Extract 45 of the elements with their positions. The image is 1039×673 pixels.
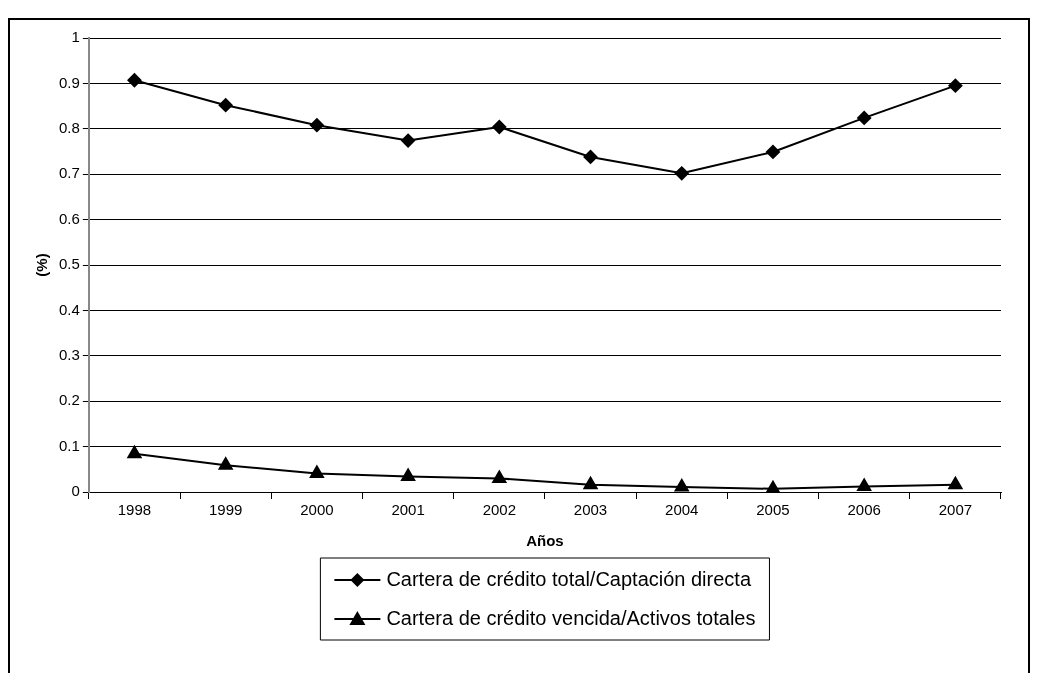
x-tick-label: 2006 bbox=[847, 501, 881, 519]
x-tick-label: 1999 bbox=[208, 501, 243, 519]
y-tick-label: 0.3 bbox=[58, 345, 80, 363]
x-tick-label: 2004 bbox=[665, 501, 699, 519]
x-tick-label: 2001 bbox=[391, 501, 425, 519]
y-tick-label: 0.4 bbox=[58, 300, 80, 318]
x-tick-label: 2002 bbox=[482, 501, 517, 519]
y-tick-label: 0.8 bbox=[58, 118, 80, 136]
legend-label: Cartera de crédito vencida/Activos totales bbox=[386, 606, 756, 629]
point bbox=[857, 110, 872, 125]
point bbox=[309, 465, 324, 478]
point bbox=[218, 457, 233, 470]
point bbox=[583, 476, 598, 490]
y-tick-label: 1 bbox=[71, 28, 80, 46]
point bbox=[674, 479, 689, 492]
x-tick-label: 1998 bbox=[117, 501, 152, 519]
point bbox=[948, 78, 963, 93]
point bbox=[765, 480, 781, 492]
point bbox=[309, 118, 324, 133]
x-axis-title: Años bbox=[526, 532, 564, 550]
point bbox=[401, 468, 416, 482]
point bbox=[857, 478, 872, 492]
point bbox=[127, 73, 142, 88]
point bbox=[674, 166, 689, 181]
y-tick-label: 0.1 bbox=[58, 436, 80, 454]
point bbox=[218, 98, 233, 113]
point bbox=[765, 144, 780, 159]
point bbox=[583, 149, 598, 164]
point bbox=[492, 119, 507, 134]
y-axis-title: (%) bbox=[33, 253, 51, 277]
x-tick-label: 2000 bbox=[300, 501, 334, 519]
y-tick-label: 0.5 bbox=[58, 255, 80, 273]
y-tick-label: 0.7 bbox=[58, 164, 80, 182]
x-tick-label: 2007 bbox=[938, 501, 973, 519]
y-tick-label: 0.2 bbox=[58, 391, 80, 409]
x-tick-label: 2005 bbox=[756, 501, 790, 519]
y-tick-label: 0.6 bbox=[58, 209, 80, 227]
x-tick-label: 2003 bbox=[573, 501, 608, 519]
point bbox=[492, 470, 507, 483]
y-tick-label: 0 bbox=[71, 482, 80, 500]
point bbox=[401, 133, 416, 148]
y-tick-label: 0.9 bbox=[58, 73, 80, 91]
legend-label: Cartera de crédito total/Captación directa bbox=[386, 567, 752, 590]
point bbox=[127, 445, 142, 459]
point bbox=[948, 476, 963, 490]
